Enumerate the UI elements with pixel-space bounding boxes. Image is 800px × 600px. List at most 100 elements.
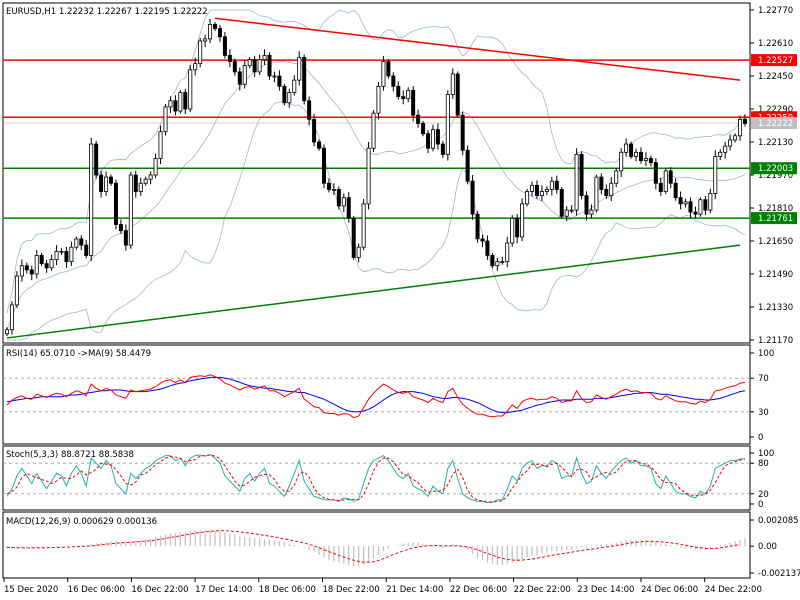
candle-body (217, 28, 222, 38)
macd-label: MACD(12,26,9) 0.000629 0.000136 (6, 517, 157, 527)
candle-body (133, 174, 138, 192)
candle-body (247, 59, 252, 67)
candle-body (123, 230, 128, 246)
candle-body (554, 180, 559, 190)
time-tick-label: 16 Dec 22:00 (131, 585, 188, 595)
time-tick-label: 22 Dec 22:00 (514, 585, 571, 595)
rsi-tick-label: 30 (758, 408, 769, 418)
rsi-axis: 100 70 30 0 (750, 349, 774, 443)
candle-body (59, 250, 64, 253)
rsi-pane-frame (2, 344, 751, 445)
candle-body (54, 250, 59, 260)
candle-body (440, 143, 445, 155)
candle-body (153, 158, 158, 176)
candle-body (505, 242, 510, 263)
price-tag-box (751, 54, 797, 67)
rsi-label: RSI(14) 65.0710 ->MA(9) 58.4479 (6, 349, 151, 359)
candle-body (203, 38, 208, 42)
time-tick-label: 15 Dec 2020 (4, 585, 58, 595)
macd-histogram (6, 529, 746, 567)
candle-body (307, 100, 312, 120)
time-tick-label: 17 Dec 14:00 (195, 585, 252, 595)
candle-body (574, 153, 579, 211)
candle-body (29, 269, 34, 275)
candle-body (569, 209, 574, 212)
candle-body (465, 149, 470, 182)
candle-body (619, 151, 624, 172)
candle-body (658, 182, 663, 192)
candle-body (128, 174, 133, 246)
candle-body (534, 184, 539, 197)
candle-body (5, 329, 10, 335)
price-tick-label: 1.21650 (758, 237, 793, 247)
candle-body (609, 182, 614, 197)
time-tick-label: 22 Dec 06:00 (450, 585, 507, 595)
candle-body (460, 114, 465, 151)
candle-body (599, 176, 604, 190)
candle-body (416, 114, 421, 124)
candle-body (723, 145, 728, 153)
candle-body (118, 224, 123, 232)
price-tick-label: 1.21330 (758, 303, 793, 313)
price-tag-label: 1.22222 (758, 119, 793, 129)
candle-body (688, 201, 693, 213)
time-tick-label: 21 Dec 14:00 (386, 585, 443, 595)
bollinger-lower-line (7, 100, 746, 341)
rsi-pane[interactable]: RSI(14) 65.0710 ->MA(9) 58.4479 100 70 30 0 (2, 344, 774, 445)
price-tag-label: 1.22003 (758, 164, 793, 174)
macd-pane[interactable]: MACD(12,26,9) 0.000629 0.000136 0.002085… (2, 511, 800, 579)
candle-body (525, 191, 530, 205)
candle-body (693, 211, 698, 215)
candle-body (683, 201, 688, 205)
candle-body (643, 158, 648, 161)
candle-body (302, 57, 307, 102)
candle-body (559, 189, 564, 217)
price-tick-label: 1.21810 (758, 204, 793, 214)
candle-body (183, 92, 188, 110)
candle-body (213, 24, 218, 29)
price-tag-label: 1.21761 (758, 214, 793, 224)
stochastic-pane-frame (2, 445, 751, 511)
candle-body (668, 170, 673, 184)
candle-body (743, 118, 748, 124)
candle-body (445, 94, 450, 155)
candle-body (222, 36, 227, 56)
candle-body (356, 246, 361, 258)
candle-body (84, 244, 89, 256)
stochastic-k-line (6, 453, 746, 503)
candle-body (663, 170, 668, 192)
candle-body (406, 90, 411, 100)
candle-body (391, 75, 396, 87)
candle-body (99, 174, 104, 192)
candle-body (703, 199, 708, 211)
candle-body (336, 189, 341, 207)
candle-body (168, 100, 173, 108)
candle-body (188, 69, 193, 110)
trendlines (6, 17, 741, 339)
candle-body (490, 255, 495, 267)
stochastic-tick-label: 20 (758, 490, 769, 500)
candle-body (738, 118, 743, 137)
stochastic-tick-label: 0 (758, 500, 763, 510)
candle-body (678, 197, 683, 205)
candle-body (198, 40, 203, 65)
candle-body (104, 176, 109, 192)
candle-body (500, 261, 505, 264)
price-tick-label: 1.22610 (758, 39, 793, 49)
candle-body (381, 61, 386, 87)
stochastic-d-line (6, 454, 746, 503)
candle-body (331, 189, 336, 191)
candle-body (480, 238, 485, 242)
candle-body (297, 57, 302, 81)
price-pane[interactable]: EURUSD,H1 1.22232 1.22267 1.22195 1.2222… (2, 2, 797, 346)
candlesticks (5, 18, 748, 337)
candle-body (455, 73, 460, 116)
candle-body (549, 180, 554, 190)
symbol-header: EURUSD,H1 1.22232 1.22267 1.22195 1.2222… (6, 7, 208, 17)
candle-body (629, 143, 634, 157)
trendline (6, 244, 741, 339)
price-tag-box (751, 162, 797, 175)
